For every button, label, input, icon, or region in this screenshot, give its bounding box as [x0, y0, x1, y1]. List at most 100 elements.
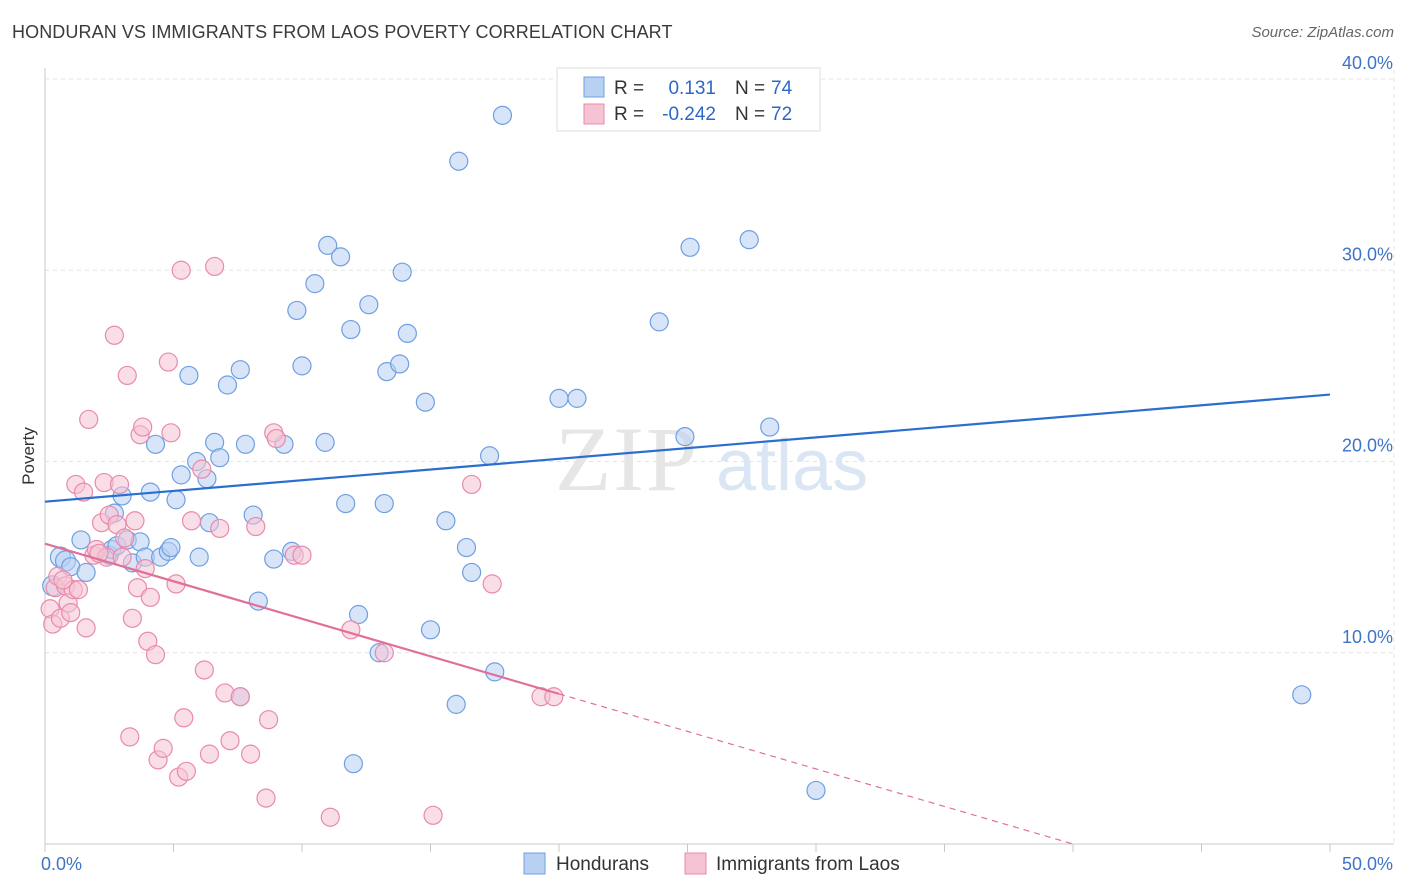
point-laos-69 [544, 687, 564, 707]
x-tick-label-1: 50.0% [1342, 854, 1393, 874]
point-laos-62 [320, 807, 340, 827]
legend-label-hondurans[interactable]: Hondurans [556, 854, 649, 875]
point-laos-43 [174, 708, 194, 728]
point-laos-26 [120, 727, 140, 747]
watermark-zip: ZIP [555, 408, 699, 510]
point-hondurans-64 [567, 388, 587, 408]
stats-r-label-laos: R = [614, 104, 644, 125]
point-laos-55 [246, 516, 266, 537]
point-hondurans-46 [359, 295, 379, 315]
stats-n-value-hondurans: 74 [771, 78, 793, 99]
point-hondurans-58 [456, 537, 477, 558]
point-hondurans-52 [397, 323, 417, 343]
point-hondurans-65 [649, 312, 669, 332]
point-laos-54 [241, 744, 261, 764]
point-hondurans-19 [161, 537, 181, 558]
point-laos-20 [104, 325, 124, 345]
y-tick-label-0: 10.0% [1342, 627, 1393, 647]
point-laos-59 [266, 428, 286, 449]
chart-source: Source: ZipAtlas.com [1251, 24, 1394, 41]
point-hondurans-38 [292, 356, 312, 376]
point-laos-57 [258, 710, 279, 730]
point-laos-65 [423, 805, 443, 825]
point-hondurans-68 [739, 230, 759, 250]
point-laos-67 [482, 574, 502, 594]
point-laos-25 [117, 365, 137, 386]
stats-r-label-hondurans: R = [614, 78, 644, 99]
point-laos-63 [341, 620, 361, 640]
point-hondurans-66 [675, 427, 695, 447]
point-hondurans-40 [315, 432, 335, 452]
point-hondurans-44 [341, 319, 361, 340]
stats-n-label-hondurans: N = [735, 78, 765, 99]
point-laos-11 [73, 482, 94, 502]
point-hondurans-55 [436, 511, 456, 531]
point-laos-7 [61, 602, 81, 623]
point-hondurans-57 [449, 151, 469, 171]
point-laos-37 [153, 738, 173, 758]
legend-swatch-laos[interactable] [684, 852, 707, 875]
y-axis-label: Poverty [19, 427, 38, 485]
point-laos-38 [158, 352, 178, 372]
point-laos-53 [230, 687, 250, 707]
trend-layer [44, 393, 1331, 845]
point-hondurans-4 [71, 530, 91, 550]
stats-swatch-laos [583, 103, 605, 125]
point-hondurans-59 [462, 562, 482, 583]
point-laos-28 [125, 511, 145, 531]
point-laos-52 [220, 731, 240, 751]
point-hondurans-37 [287, 300, 307, 321]
point-laos-42 [171, 260, 191, 280]
x-tick-label-0: 0.0% [41, 854, 82, 874]
point-hondurans-20 [166, 490, 186, 510]
point-hondurans-21 [171, 465, 191, 485]
point-hondurans-71 [343, 754, 363, 774]
stats-r-value-laos: -0.242 [662, 104, 716, 125]
point-hondurans-62 [492, 105, 513, 125]
point-hondurans-43 [336, 493, 356, 514]
point-laos-48 [199, 744, 220, 764]
point-hondurans-42 [330, 247, 351, 267]
point-laos-24 [115, 528, 135, 548]
point-hondurans-54 [420, 620, 441, 640]
point-hondurans-29 [217, 375, 238, 395]
point-hondurans-16 [145, 434, 166, 454]
trendline-hondurans [44, 393, 1331, 503]
point-hondurans-45 [348, 604, 369, 625]
stats-legend: R = 0.131 N = 74 R = -0.242 N = 72 [556, 67, 821, 132]
stats-r-value-hondurans: 0.131 [668, 78, 716, 99]
point-laos-49 [205, 256, 225, 277]
point-hondurans-73 [1292, 685, 1312, 705]
point-laos-66 [462, 474, 482, 495]
point-hondurans-24 [189, 547, 209, 567]
y-tick-label-1: 20.0% [1342, 436, 1393, 456]
y-tick-label-3: 40.0% [1342, 53, 1393, 73]
point-laos-12 [76, 618, 96, 638]
series-layer [40, 105, 1312, 827]
point-hondurans-56 [446, 694, 466, 714]
point-hondurans-61 [485, 662, 505, 682]
point-laos-35 [145, 645, 166, 665]
point-hondurans-63 [549, 388, 569, 408]
legend-label-laos[interactable]: Immigrants from Laos [716, 854, 900, 875]
point-hondurans-34 [264, 549, 284, 569]
point-laos-27 [122, 608, 142, 628]
stats-swatch-hondurans [583, 76, 605, 98]
legend-swatch-hondurans[interactable] [523, 852, 546, 875]
point-hondurans-50 [390, 354, 410, 374]
point-hondurans-28 [210, 448, 230, 468]
point-laos-45 [181, 511, 202, 531]
stats-n-label-laos: N = [735, 104, 765, 125]
point-laos-22 [109, 474, 130, 495]
trendline-laos-solid [44, 542, 560, 695]
point-laos-56 [256, 788, 276, 808]
point-hondurans-30 [230, 360, 250, 380]
point-hondurans-31 [235, 434, 256, 454]
point-hondurans-39 [305, 274, 325, 294]
point-laos-29 [127, 578, 148, 598]
point-hondurans-22 [179, 365, 199, 386]
point-laos-50 [210, 518, 230, 539]
chart-title: HONDURAN VS IMMIGRANTS FROM LAOS POVERTY… [12, 22, 673, 42]
point-hondurans-67 [680, 237, 700, 257]
